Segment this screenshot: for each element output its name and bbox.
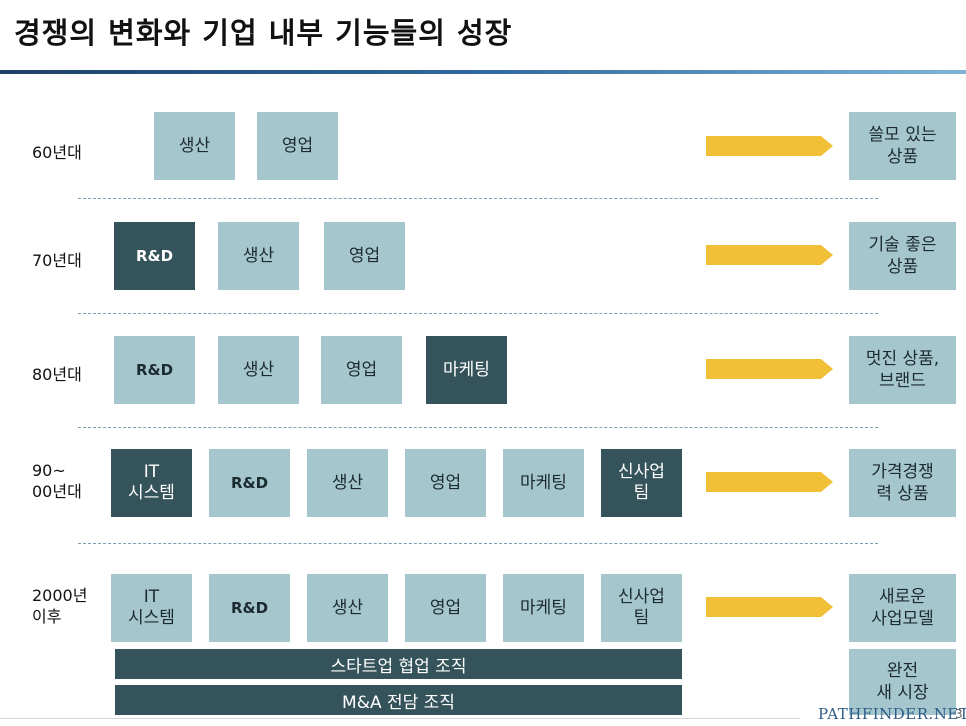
row-divider: [78, 198, 878, 199]
ma-organization-bar: M&A 전담 조직: [115, 685, 682, 715]
function-box-rnd: R&D: [209, 449, 290, 517]
function-box-rnd: R&D: [114, 222, 195, 290]
function-box-sales: 영업: [257, 112, 338, 180]
result-box-60s: 쓸모 있는 상품: [849, 112, 956, 180]
arrow-icon: [706, 359, 833, 379]
page-number: 3: [955, 707, 963, 721]
result-box-90s: 가격경쟁 력 상품: [849, 449, 956, 517]
era-label-70s: 70년대: [32, 251, 82, 270]
function-box-sales: 영업: [324, 222, 405, 290]
function-box-production: 생산: [307, 574, 388, 642]
function-box-production: 생산: [307, 449, 388, 517]
title-underline: [0, 70, 966, 74]
result-box-2000s: 새로운 사업모델: [849, 574, 956, 642]
row-divider: [78, 543, 878, 544]
function-box-rnd: R&D: [114, 336, 195, 404]
footer-logo: PATHFINDER.NET: [818, 705, 966, 723]
result-box-80s: 멋진 상품, 브랜드: [849, 336, 956, 404]
function-box-rnd: R&D: [209, 574, 290, 642]
era-label-90s-00s: 90~ 00년대: [32, 461, 82, 501]
result-box-70s: 기술 좋은 상품: [849, 222, 956, 290]
function-box-marketing: 마케팅: [503, 574, 584, 642]
arrow-icon: [706, 597, 833, 617]
function-box-sales: 영업: [321, 336, 402, 404]
function-box-it-system: IT 시스템: [111, 574, 192, 642]
arrow-icon: [706, 245, 833, 265]
era-label-80s: 80년대: [32, 365, 82, 384]
era-label-60s: 60년대: [32, 143, 82, 162]
function-box-marketing: 마케팅: [503, 449, 584, 517]
function-box-production: 생산: [218, 336, 299, 404]
function-box-new-business: 신사업 팀: [601, 449, 682, 517]
function-box-new-business: 신사업 팀: [601, 574, 682, 642]
page-title: 경쟁의 변화와 기업 내부 기능들의 성장: [14, 16, 513, 50]
function-box-production: 생산: [218, 222, 299, 290]
era-label-2000s: 2000년 이후: [32, 586, 88, 626]
function-box-production: 생산: [154, 112, 235, 180]
function-box-marketing: 마케팅: [426, 336, 507, 404]
row-divider: [78, 427, 878, 428]
arrow-icon: [706, 472, 833, 492]
function-box-it-system: IT 시스템: [111, 449, 192, 517]
result-box-new-market: 완전 새 시장: [849, 649, 956, 715]
row-divider: [78, 313, 878, 314]
arrow-icon: [706, 136, 833, 156]
startup-collaboration-bar: 스타트업 협업 조직: [115, 649, 682, 679]
function-box-sales: 영업: [405, 574, 486, 642]
function-box-sales: 영업: [405, 449, 486, 517]
footer-divider: [0, 718, 800, 719]
